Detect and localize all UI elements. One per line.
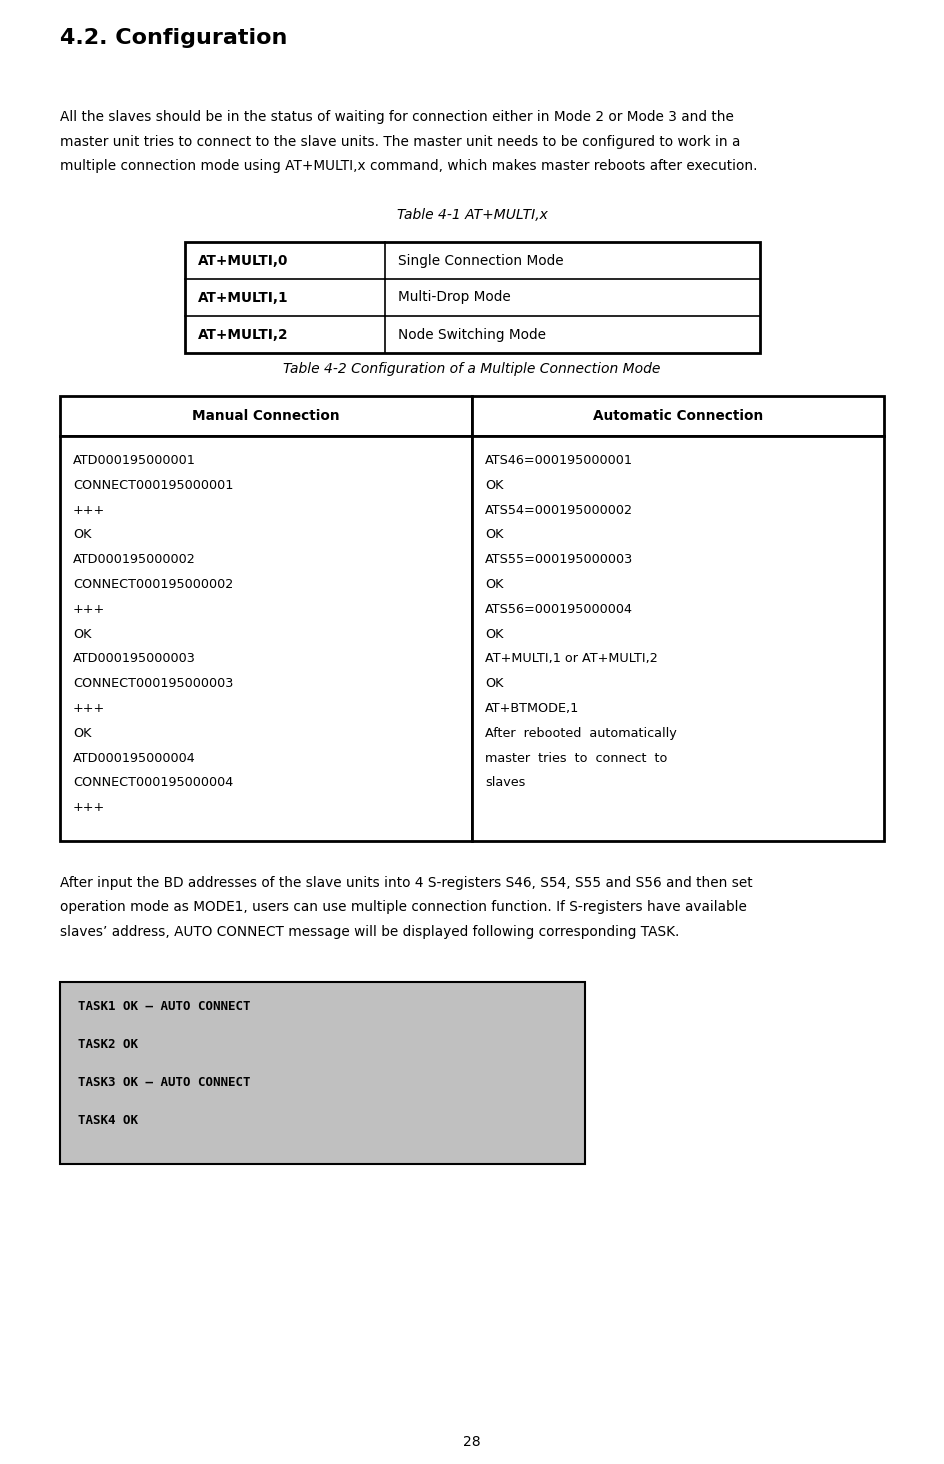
Text: master unit tries to connect to the slave units. The master unit needs to be con: master unit tries to connect to the slav… <box>60 135 740 148</box>
Text: TASK3 OK – AUTO CONNECT: TASK3 OK – AUTO CONNECT <box>78 1076 250 1089</box>
Text: AT+MULTI,1: AT+MULTI,1 <box>198 290 289 305</box>
Text: Table 4-1 AT+MULTI,x: Table 4-1 AT+MULTI,x <box>396 208 548 223</box>
Text: +++: +++ <box>73 603 105 616</box>
Text: +++: +++ <box>73 504 105 517</box>
Text: TASK4 OK: TASK4 OK <box>78 1114 138 1126</box>
Text: ATS56=000195000004: ATS56=000195000004 <box>485 603 633 616</box>
Text: AT+MULTI,0: AT+MULTI,0 <box>198 253 288 268</box>
Text: TASK2 OK: TASK2 OK <box>78 1038 138 1051</box>
Text: ATD000195000003: ATD000195000003 <box>73 653 195 666</box>
Text: +++: +++ <box>73 703 105 714</box>
Text: OK: OK <box>73 628 92 641</box>
Text: ATS46=000195000001: ATS46=000195000001 <box>485 454 633 467</box>
Text: 28: 28 <box>464 1435 480 1449</box>
Text: slaves’ address, AUTO CONNECT message will be displayed following corresponding : slaves’ address, AUTO CONNECT message wi… <box>60 925 680 938</box>
Text: CONNECT000195000003: CONNECT000195000003 <box>73 678 233 690</box>
Text: OK: OK <box>73 726 92 739</box>
Text: OK: OK <box>73 529 92 542</box>
Text: After input the BD addresses of the slave units into 4 S-registers S46, S54, S55: After input the BD addresses of the slav… <box>60 875 752 890</box>
Text: OK: OK <box>485 578 503 591</box>
Bar <box>185 242 760 353</box>
Text: All the slaves should be in the status of waiting for connection either in Mode : All the slaves should be in the status o… <box>60 110 733 124</box>
Text: master  tries  to  connect  to: master tries to connect to <box>485 751 667 764</box>
Text: Manual Connection: Manual Connection <box>193 408 340 423</box>
Text: AT+MULTI,1 or AT+MULTI,2: AT+MULTI,1 or AT+MULTI,2 <box>485 653 658 666</box>
Text: Node Switching Mode: Node Switching Mode <box>398 328 546 341</box>
Text: Table 4-2 Configuration of a Multiple Connection Mode: Table 4-2 Configuration of a Multiple Co… <box>283 362 661 376</box>
Text: Multi-Drop Mode: Multi-Drop Mode <box>398 290 511 305</box>
Bar <box>60 436 472 840</box>
Text: operation mode as MODE1, users can use multiple connection function. If S-regist: operation mode as MODE1, users can use m… <box>60 900 747 915</box>
Text: OK: OK <box>485 479 503 492</box>
Text: OK: OK <box>485 628 503 641</box>
Text: ATS55=000195000003: ATS55=000195000003 <box>485 553 633 567</box>
Text: Automatic Connection: Automatic Connection <box>593 408 763 423</box>
Text: +++: +++ <box>73 801 105 814</box>
Text: ATD000195000004: ATD000195000004 <box>73 751 195 764</box>
Text: AT+MULTI,2: AT+MULTI,2 <box>198 328 289 341</box>
Bar <box>472 395 884 436</box>
Text: CONNECT000195000002: CONNECT000195000002 <box>73 578 233 591</box>
Text: multiple connection mode using AT+MULTI,x command, which makes master reboots af: multiple connection mode using AT+MULTI,… <box>60 160 757 173</box>
Text: CONNECT000195000001: CONNECT000195000001 <box>73 479 233 492</box>
Text: CONNECT000195000004: CONNECT000195000004 <box>73 776 233 789</box>
Text: OK: OK <box>485 678 503 690</box>
Text: TASK1 OK – AUTO CONNECT: TASK1 OK – AUTO CONNECT <box>78 1000 250 1013</box>
Text: ATD000195000001: ATD000195000001 <box>73 454 195 467</box>
Text: 4.2. Configuration: 4.2. Configuration <box>60 28 287 48</box>
Text: ATS54=000195000002: ATS54=000195000002 <box>485 504 633 517</box>
Bar <box>60 981 585 1164</box>
Bar <box>60 395 472 436</box>
Text: AT+BTMODE,1: AT+BTMODE,1 <box>485 703 580 714</box>
Text: OK: OK <box>485 529 503 542</box>
Bar <box>472 436 884 840</box>
Text: slaves: slaves <box>485 776 526 789</box>
Text: After  rebooted  automatically: After rebooted automatically <box>485 726 677 739</box>
Text: ATD000195000002: ATD000195000002 <box>73 553 195 567</box>
Text: Single Connection Mode: Single Connection Mode <box>398 253 564 268</box>
